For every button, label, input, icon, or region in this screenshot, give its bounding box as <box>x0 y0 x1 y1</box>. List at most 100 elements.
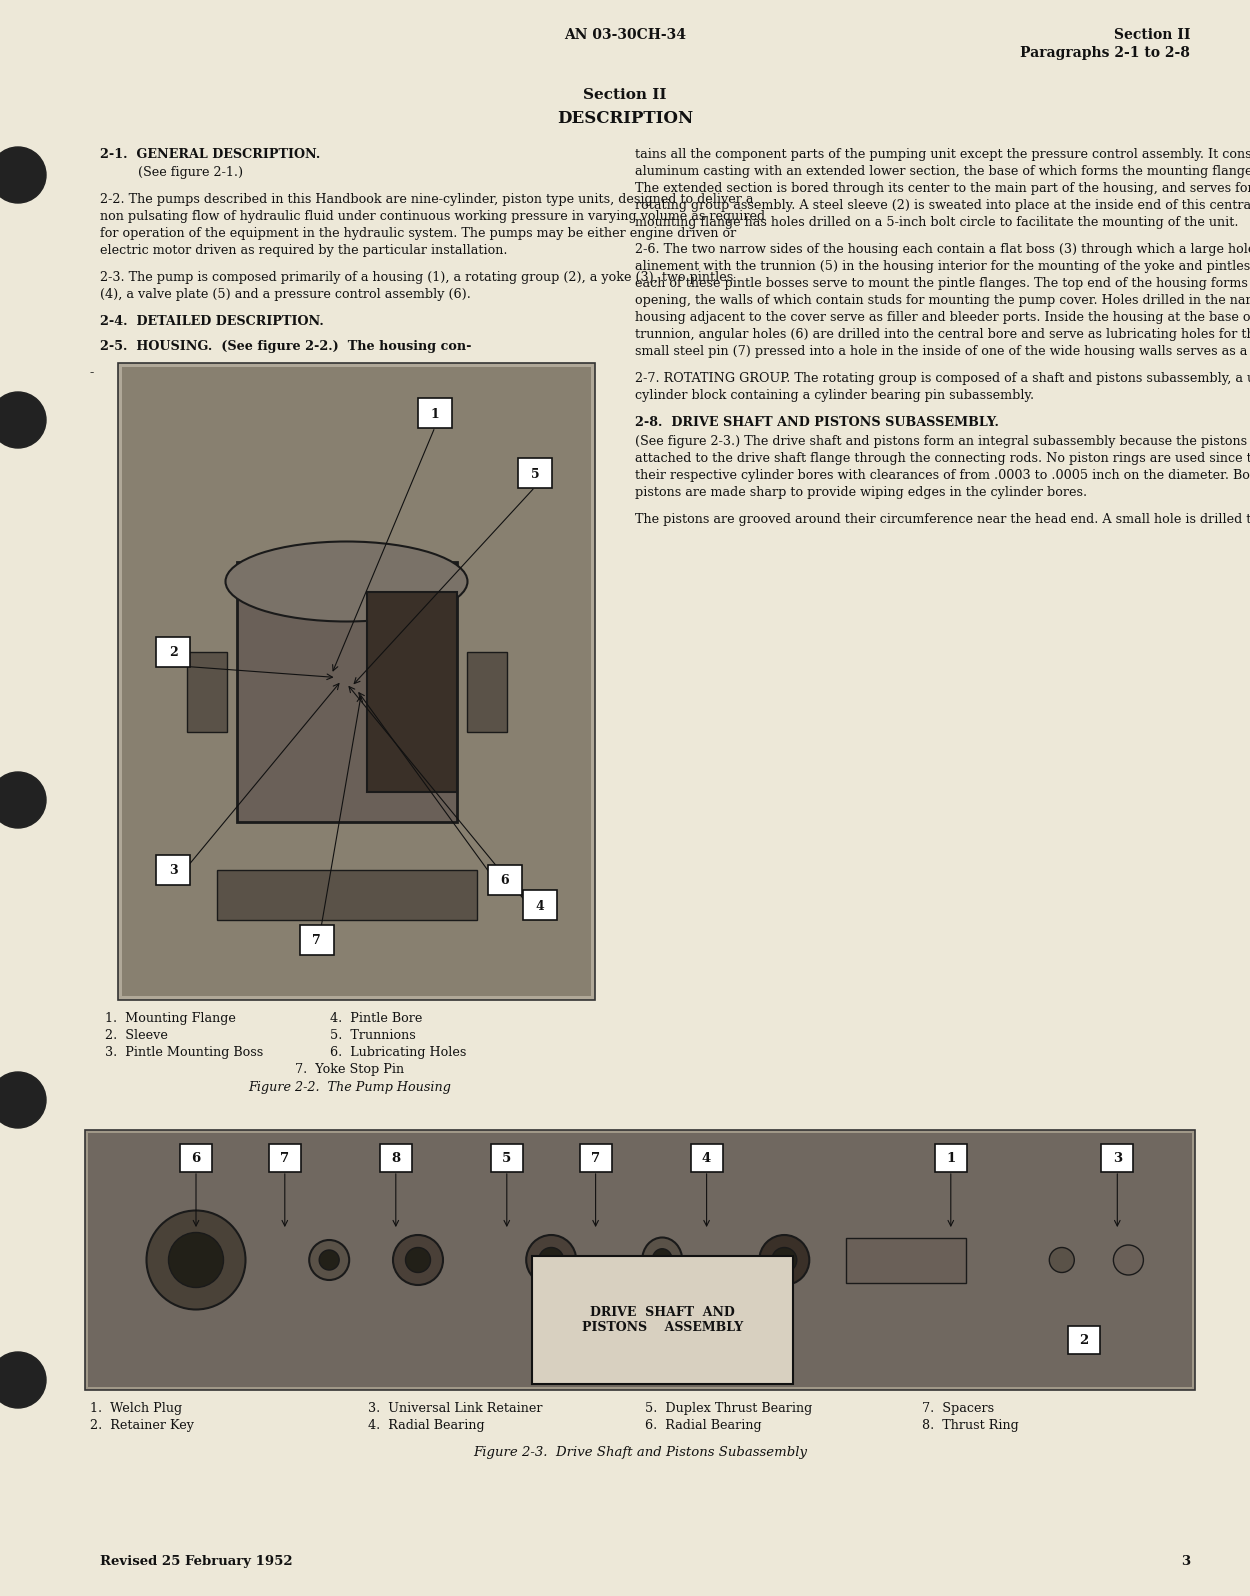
Text: 8: 8 <box>391 1151 400 1165</box>
Text: 5.  Duplex Thrust Bearing: 5. Duplex Thrust Bearing <box>645 1401 812 1416</box>
Text: Revised 25 February 1952: Revised 25 February 1952 <box>100 1555 292 1567</box>
Text: 7: 7 <box>280 1151 289 1165</box>
Text: their respective cylinder bores with clearances of from .0003 to .0005 inch on t: their respective cylinder bores with cle… <box>635 469 1250 482</box>
Text: 2-6. The two narrow sides of the housing each contain a flat boss (3) through wh: 2-6. The two narrow sides of the housing… <box>635 243 1250 255</box>
Text: 7: 7 <box>591 1151 600 1165</box>
Text: alinement with the trunnion (5) in the housing interior for the mounting of the : alinement with the trunnion (5) in the h… <box>635 260 1250 273</box>
Text: 3: 3 <box>169 865 177 878</box>
Text: (See figure 2-3.) The drive shaft and pistons form an integral subassembly becau: (See figure 2-3.) The drive shaft and pi… <box>635 436 1250 448</box>
Text: 2-2. The pumps described in this Handbook are nine-cylinder, piston type units, : 2-2. The pumps described in this Handboo… <box>100 193 754 206</box>
Bar <box>85 1130 1195 1390</box>
Text: 5: 5 <box>531 468 539 480</box>
Text: 6: 6 <box>501 875 509 887</box>
Text: 3: 3 <box>1112 1151 1121 1165</box>
FancyBboxPatch shape <box>380 1144 411 1171</box>
Text: 2-8.  DRIVE SHAFT AND PISTONS SUBASSEMBLY.: 2-8. DRIVE SHAFT AND PISTONS SUBASSEMBLY… <box>635 417 999 429</box>
Text: Section II: Section II <box>1114 29 1190 41</box>
Text: (4), a valve plate (5) and a pressure control assembly (6).: (4), a valve plate (5) and a pressure co… <box>100 287 471 302</box>
Bar <box>88 1133 1192 1387</box>
Text: rotating group assembly. A steel sleeve (2) is sweated into place at the inside : rotating group assembly. A steel sleeve … <box>635 200 1250 212</box>
Circle shape <box>0 772 46 828</box>
Text: 6.  Radial Bearing: 6. Radial Bearing <box>645 1419 761 1432</box>
Text: The pistons are grooved around their circumference near the head end. A small ho: The pistons are grooved around their cir… <box>635 512 1250 527</box>
FancyBboxPatch shape <box>935 1144 966 1171</box>
Bar <box>186 651 226 731</box>
Text: electric motor driven as required by the particular installation.: electric motor driven as required by the… <box>100 244 508 257</box>
Ellipse shape <box>225 541 468 621</box>
Bar <box>466 651 506 731</box>
Text: 4.  Pintle Bore: 4. Pintle Bore <box>330 1012 422 1025</box>
FancyBboxPatch shape <box>491 1144 522 1171</box>
Text: pistons are made sharp to provide wiping edges in the cylinder bores.: pistons are made sharp to provide wiping… <box>635 487 1088 500</box>
Text: Section II: Section II <box>584 88 666 102</box>
Text: 1: 1 <box>430 407 440 420</box>
Text: 3.  Universal Link Retainer: 3. Universal Link Retainer <box>368 1401 542 1416</box>
Text: Figure 2-3.  Drive Shaft and Pistons Subassembly: Figure 2-3. Drive Shaft and Pistons Suba… <box>472 1446 808 1459</box>
Text: 1.  Mounting Flange: 1. Mounting Flange <box>105 1012 236 1025</box>
Text: each of these pintle bosses serve to mount the pintle flanges. The top end of th: each of these pintle bosses serve to mou… <box>635 278 1250 290</box>
Text: cylinder block containing a cylinder bearing pin subassembly.: cylinder block containing a cylinder bea… <box>635 389 1034 402</box>
Text: 1: 1 <box>946 1151 955 1165</box>
Text: 6: 6 <box>191 1151 200 1165</box>
Text: DESCRIPTION: DESCRIPTION <box>558 110 692 128</box>
Text: 7: 7 <box>312 935 321 948</box>
FancyBboxPatch shape <box>156 637 190 667</box>
Text: 4: 4 <box>536 900 545 913</box>
Text: 1.  Welch Plug: 1. Welch Plug <box>90 1401 182 1416</box>
Bar <box>846 1237 966 1283</box>
Text: for operation of the equipment in the hydraulic system. The pumps may be either : for operation of the equipment in the hy… <box>100 227 736 239</box>
Ellipse shape <box>526 1235 576 1285</box>
Bar <box>236 562 456 822</box>
FancyBboxPatch shape <box>1101 1144 1134 1171</box>
Ellipse shape <box>759 1235 809 1285</box>
Text: 2: 2 <box>1080 1334 1089 1347</box>
Ellipse shape <box>405 1248 430 1272</box>
Circle shape <box>0 1073 46 1128</box>
Text: 8.  Thrust Ring: 8. Thrust Ring <box>922 1419 1019 1432</box>
Text: 5.  Trunnions: 5. Trunnions <box>330 1029 416 1042</box>
FancyBboxPatch shape <box>690 1144 722 1171</box>
Circle shape <box>0 393 46 448</box>
Text: 3.  Pintle Mounting Boss: 3. Pintle Mounting Boss <box>105 1045 264 1060</box>
FancyBboxPatch shape <box>522 891 558 919</box>
Ellipse shape <box>1049 1248 1074 1272</box>
Text: 3: 3 <box>1181 1555 1190 1567</box>
Ellipse shape <box>771 1248 796 1272</box>
Ellipse shape <box>309 1240 349 1280</box>
Text: non pulsating flow of hydraulic fluid under continuous working pressure in varyi: non pulsating flow of hydraulic fluid un… <box>100 211 765 223</box>
Text: 5: 5 <box>503 1151 511 1165</box>
Text: -: - <box>90 365 94 378</box>
FancyBboxPatch shape <box>580 1144 611 1171</box>
FancyBboxPatch shape <box>156 855 190 886</box>
Text: Paragraphs 2-1 to 2-8: Paragraphs 2-1 to 2-8 <box>1020 46 1190 61</box>
Ellipse shape <box>169 1232 224 1288</box>
FancyBboxPatch shape <box>180 1144 213 1171</box>
Text: DRIVE  SHAFT  AND
PISTONS    ASSEMBLY: DRIVE SHAFT AND PISTONS ASSEMBLY <box>581 1306 742 1334</box>
Text: 4: 4 <box>703 1151 711 1165</box>
Ellipse shape <box>1114 1245 1144 1275</box>
FancyBboxPatch shape <box>300 926 334 954</box>
Text: 2-5.  HOUSING.  (See figure 2-2.)  The housing con-: 2-5. HOUSING. (See figure 2-2.) The hous… <box>100 340 471 353</box>
Text: 2-1.  GENERAL DESCRIPTION.: 2-1. GENERAL DESCRIPTION. <box>100 148 320 161</box>
FancyBboxPatch shape <box>418 397 452 428</box>
Text: 2.  Retainer Key: 2. Retainer Key <box>90 1419 194 1432</box>
Circle shape <box>0 1352 46 1408</box>
Text: 2: 2 <box>169 646 177 659</box>
Ellipse shape <box>319 1250 339 1270</box>
Bar <box>366 592 456 792</box>
Bar <box>216 870 476 919</box>
FancyBboxPatch shape <box>269 1144 301 1171</box>
Text: mounting flange has holes drilled on a 5-inch bolt circle to facilitate the moun: mounting flange has holes drilled on a 5… <box>635 215 1239 228</box>
Text: 4.  Radial Bearing: 4. Radial Bearing <box>368 1419 484 1432</box>
Ellipse shape <box>652 1248 672 1272</box>
Text: opening, the walls of which contain studs for mounting the pump cover. Holes dri: opening, the walls of which contain stud… <box>635 294 1250 306</box>
Text: Figure 2-2.  The Pump Housing: Figure 2-2. The Pump Housing <box>249 1080 451 1093</box>
FancyBboxPatch shape <box>1068 1326 1100 1353</box>
Text: tains all the component parts of the pumping unit except the pressure control as: tains all the component parts of the pum… <box>635 148 1250 161</box>
Text: 2.  Sleeve: 2. Sleeve <box>105 1029 168 1042</box>
Text: (See figure 2-1.): (See figure 2-1.) <box>138 166 242 179</box>
FancyBboxPatch shape <box>488 865 522 895</box>
Text: 7.  Spacers: 7. Spacers <box>922 1401 995 1416</box>
Ellipse shape <box>392 1235 442 1285</box>
Text: AN 03-30CH-34: AN 03-30CH-34 <box>564 29 686 41</box>
